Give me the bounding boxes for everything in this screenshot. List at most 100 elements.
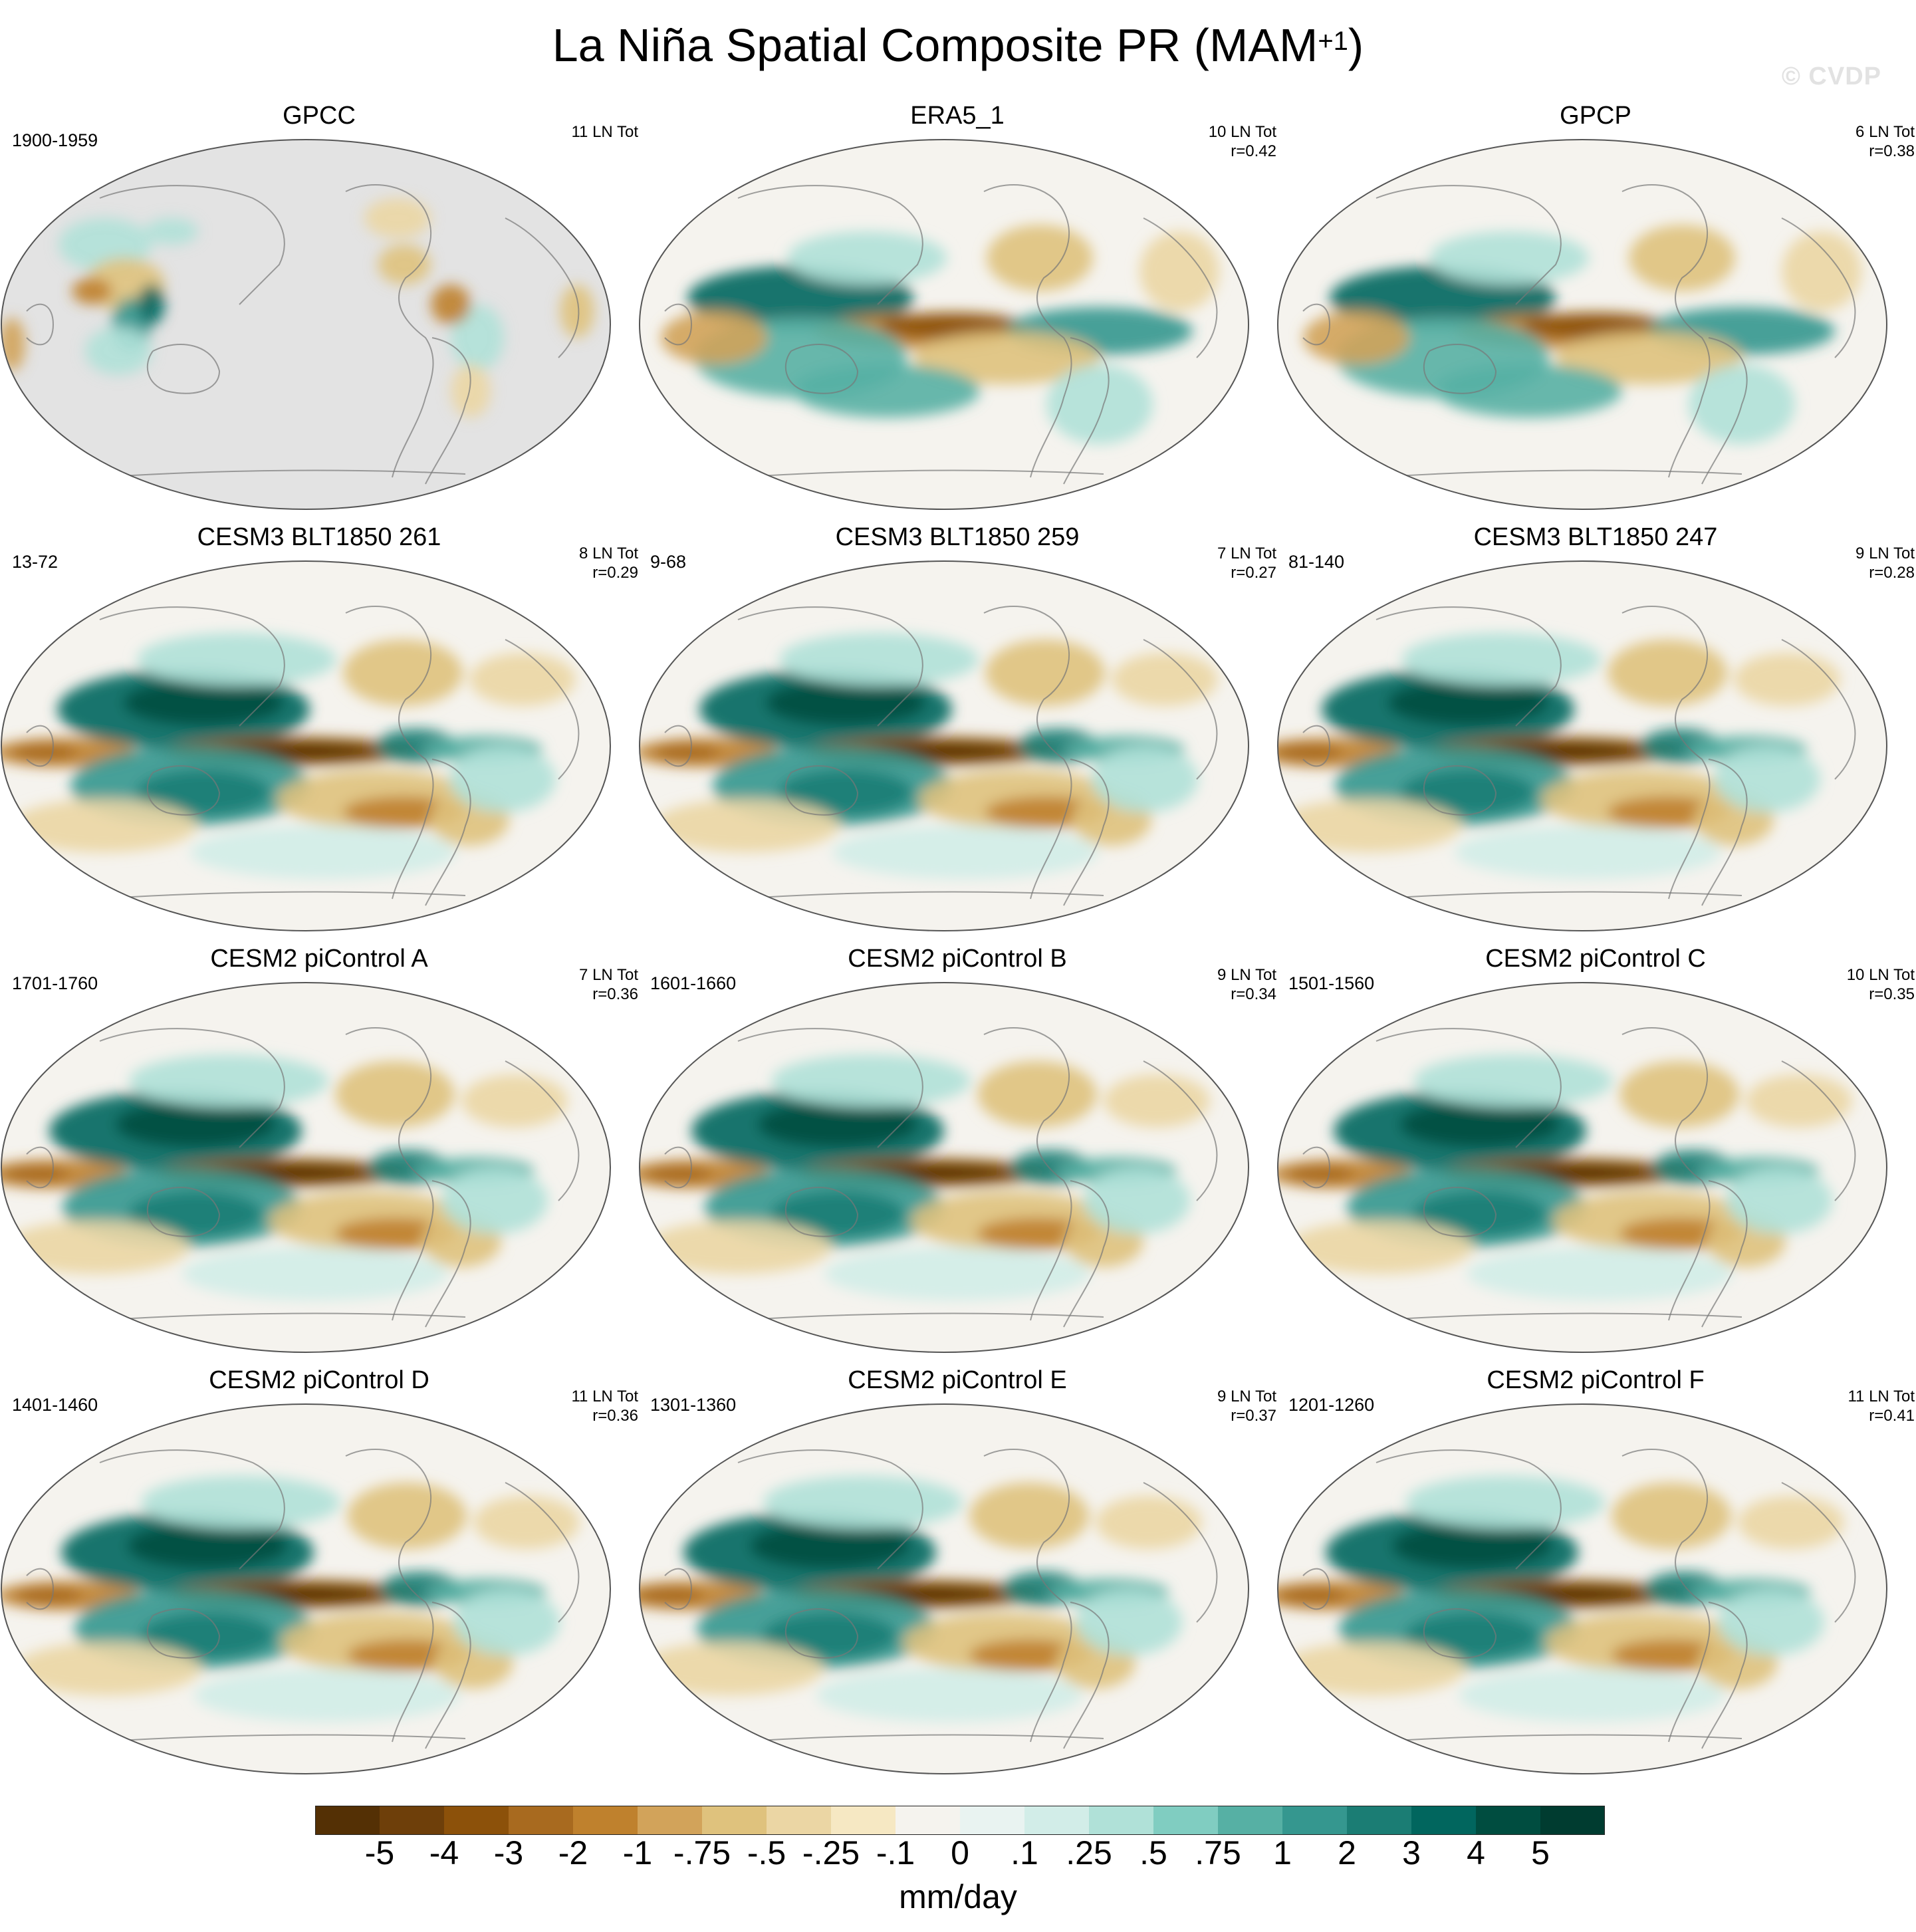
precip-anomaly-region bbox=[1084, 1167, 1190, 1234]
precip-anomaly-region bbox=[449, 746, 556, 812]
panel-stats: 8 LN Tot r=0.29 bbox=[579, 544, 638, 582]
coastline bbox=[1302, 303, 1331, 346]
precip-anomaly-region bbox=[335, 1061, 455, 1128]
precip-anomaly-region bbox=[1413, 1054, 1613, 1108]
colorbar-tick-label: .5 bbox=[1139, 1834, 1167, 1872]
coastline bbox=[1621, 1449, 1711, 1743]
coastline bbox=[505, 1060, 580, 1201]
precip-anomaly-region bbox=[1076, 1589, 1182, 1655]
colorbar-bin bbox=[315, 1806, 380, 1835]
coastline bbox=[1302, 1146, 1331, 1189]
coastline bbox=[784, 765, 859, 816]
precip-anomaly-region bbox=[779, 633, 979, 686]
precip-anomaly-region bbox=[1279, 1586, 1346, 1605]
coastline bbox=[146, 344, 221, 394]
panel-years: 1701-1760 bbox=[12, 973, 98, 993]
precip-anomaly-region bbox=[451, 364, 491, 418]
figure-title-end: ) bbox=[1348, 19, 1364, 71]
precip-anomaly-region bbox=[1413, 1191, 1546, 1237]
coastline bbox=[1701, 1602, 1748, 1749]
coastline bbox=[99, 185, 285, 305]
precip-anomaly-region bbox=[1287, 1221, 1473, 1274]
panel-title: GPCC bbox=[283, 102, 356, 130]
panel-event-count: 9 LN Tot bbox=[1856, 544, 1915, 562]
precip-anomaly-region bbox=[560, 285, 594, 338]
precip-anomaly-region bbox=[129, 1054, 328, 1108]
panel-event-count: 9 LN Tot bbox=[1217, 966, 1276, 984]
robinson-map bbox=[639, 1403, 1249, 1774]
precip-anomaly-region bbox=[1782, 231, 1861, 311]
coastline bbox=[737, 185, 923, 305]
precip-anomaly-region bbox=[1556, 331, 1742, 384]
precip-anomaly-region bbox=[85, 327, 152, 375]
precip-anomaly-region bbox=[1459, 1669, 1725, 1722]
map-panel: GPCP 6 LN Tot r=0.38 bbox=[1276, 101, 1915, 527]
precip-anomaly-region bbox=[766, 680, 925, 725]
precip-anomaly-region bbox=[15, 1642, 201, 1695]
coastline bbox=[99, 1312, 466, 1321]
precip-anomaly-region bbox=[1112, 653, 1218, 706]
precip-anomaly-region bbox=[771, 1191, 904, 1237]
colorbar-tick-label: -.75 bbox=[673, 1834, 731, 1872]
colorbar-units-label: mm/day bbox=[899, 1878, 1017, 1915]
coastline bbox=[664, 725, 693, 767]
map-panel: CESM2 piControl C 1501-1560 10 LN Tot r=0.3… bbox=[1276, 944, 1915, 1370]
panel-title: CESM3 BLT1850 247 bbox=[1473, 523, 1718, 551]
map-panel: ERA5_1 10 LN Tot r=0.42 bbox=[638, 101, 1276, 527]
precip-anomaly-region bbox=[1401, 770, 1534, 815]
colorbar-tick-label: 3 bbox=[1402, 1834, 1421, 1872]
precip-anomaly-region bbox=[824, 1247, 1090, 1300]
precip-anomaly-region bbox=[59, 218, 152, 271]
map-panel: CESM3 BLT1850 247 81-140 9 LN Tot r=0.28 bbox=[1276, 523, 1915, 948]
coastline bbox=[99, 1449, 285, 1570]
map-border bbox=[1277, 560, 1887, 931]
coastline bbox=[1143, 1482, 1218, 1623]
precip-anomaly-region bbox=[441, 1167, 548, 1234]
map-panel: CESM2 piControl B 1601-1660 9 LN Tot r=0.34 bbox=[638, 944, 1276, 1370]
colorbar-bin bbox=[1218, 1806, 1283, 1835]
precip-anomaly-region bbox=[758, 1102, 917, 1147]
coastline bbox=[1701, 337, 1748, 485]
colorbar-bin bbox=[767, 1806, 832, 1835]
coastline bbox=[664, 1146, 693, 1189]
panel-event-count: 8 LN Tot bbox=[579, 544, 638, 562]
map-border bbox=[1, 139, 611, 510]
precip-anomaly-region bbox=[137, 770, 270, 815]
panel-stats: 7 LN Tot r=0.36 bbox=[579, 965, 638, 1004]
coastline bbox=[737, 1449, 923, 1570]
panel-years: 1301-1360 bbox=[650, 1395, 737, 1415]
precip-anomaly-region bbox=[1279, 1642, 1465, 1695]
precip-anomaly-region bbox=[1612, 1483, 1731, 1549]
precip-anomaly-region bbox=[1139, 231, 1219, 311]
panel-event-count: 7 LN Tot bbox=[579, 966, 638, 984]
coastline bbox=[1423, 344, 1497, 394]
precip-anomaly-region bbox=[750, 1523, 909, 1568]
panel-years: 1601-1660 bbox=[650, 973, 737, 993]
colorbar-tick-label: -.1 bbox=[876, 1834, 915, 1872]
panel-years: 1401-1460 bbox=[12, 1395, 98, 1415]
colorbar-bin bbox=[1540, 1806, 1605, 1835]
coastline bbox=[505, 217, 580, 358]
coastline bbox=[1376, 185, 1562, 305]
panel-stats: 11 LN Tot bbox=[571, 122, 638, 142]
precip-anomaly-region bbox=[3, 1221, 189, 1274]
coastline bbox=[1621, 184, 1711, 478]
panel-pattern-correlation: r=0.29 bbox=[592, 564, 638, 582]
precip-anomaly-region bbox=[1278, 743, 1342, 762]
precip-anomaly-region bbox=[661, 311, 767, 364]
precip-anomaly-region bbox=[11, 799, 197, 852]
colorbar-tick-label: -.5 bbox=[747, 1834, 786, 1872]
map-border bbox=[639, 1403, 1249, 1774]
precip-anomaly-region bbox=[1303, 311, 1409, 364]
coastline bbox=[1376, 606, 1562, 727]
precip-anomaly-region bbox=[128, 1523, 287, 1568]
precip-anomaly-region bbox=[1096, 1496, 1202, 1549]
precip-anomaly-region bbox=[1278, 799, 1461, 852]
coastline bbox=[26, 1146, 55, 1189]
colorbar-tick-label: .75 bbox=[1195, 1834, 1241, 1872]
coastline bbox=[1781, 639, 1856, 780]
coastline bbox=[784, 1608, 859, 1659]
figure-title: La Niña Spatial Composite PR (MAM+1) bbox=[0, 17, 1916, 73]
panel-title: CESM2 piControl F bbox=[1487, 1366, 1705, 1394]
panel-event-count: 11 LN Tot bbox=[571, 1388, 638, 1405]
